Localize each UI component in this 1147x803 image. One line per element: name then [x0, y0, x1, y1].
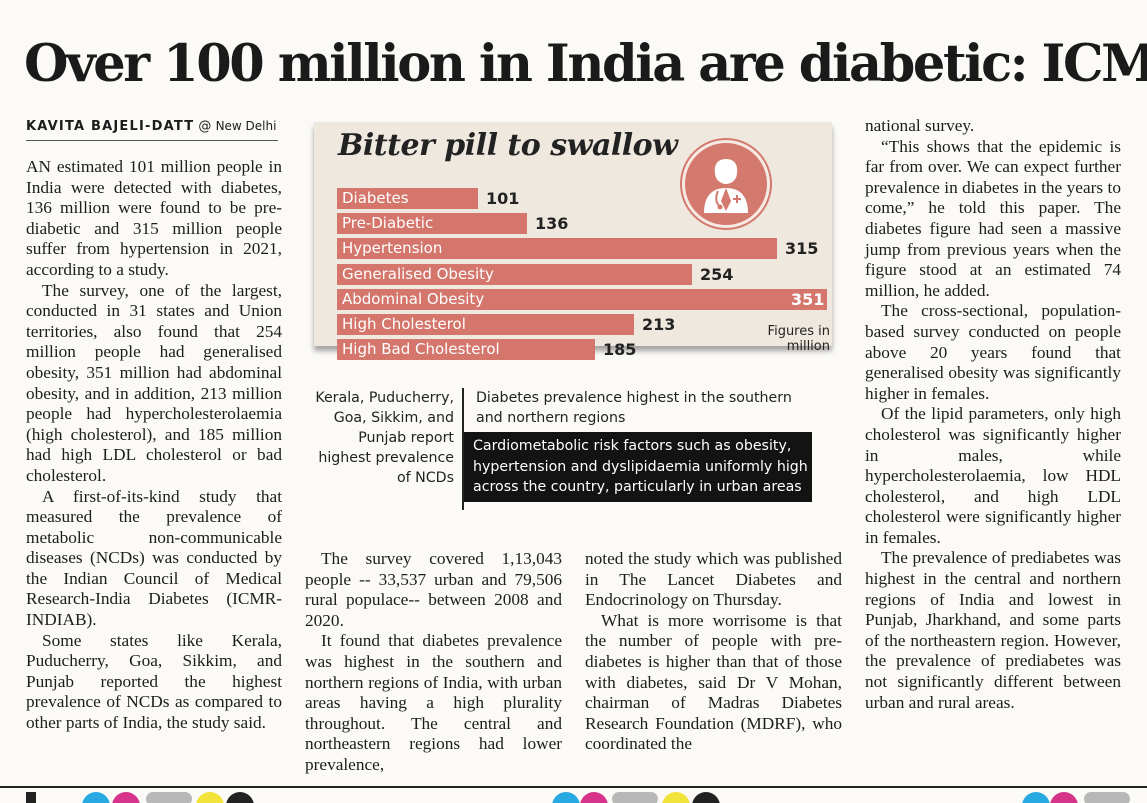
bar-label: Hypertension — [342, 239, 443, 257]
bar-value: 213 — [642, 315, 676, 334]
figures-note: Figures in million — [767, 324, 830, 354]
bar — [337, 289, 827, 310]
adjacent-page-edge — [1136, 40, 1147, 800]
bar — [337, 314, 634, 335]
paragraph: AN estimated 101 million people in India… — [26, 157, 282, 279]
byline-location: New Delhi — [215, 119, 277, 133]
byline-at: @ — [198, 119, 212, 134]
paragraph: It found that diabetes prevalence was hi… — [305, 631, 562, 774]
paragraph: Of the lipid parameters, only high chole… — [865, 404, 1121, 547]
bar-value: 315 — [785, 239, 819, 258]
article-column-1: AN estimated 101 million people in India… — [26, 157, 282, 734]
bar — [337, 339, 595, 360]
doctor-icon — [682, 140, 770, 228]
bar-label: Abdominal Obesity — [342, 290, 485, 308]
paragraph: noted the study which was published in T… — [585, 549, 842, 610]
bar-label: Pre-Diabetic — [342, 214, 434, 232]
paragraph: What is more worrisome is that the numbe… — [585, 610, 842, 754]
headline: Over 100 million in India are diabetic: … — [24, 34, 1147, 94]
print-color-marks — [26, 792, 1130, 803]
paragraph: national survey. — [865, 116, 975, 135]
risk-factors-note: Cardiometabolic risk factors such as obe… — [464, 432, 812, 502]
chart-title: Bitter pill to swallow — [338, 128, 678, 163]
paragraph: Some states like Kerala, Puducherry, Goa… — [26, 630, 282, 733]
paragraph: The survey, one of the largest, conducte… — [26, 280, 282, 485]
article-column-2: The survey covered 1,13,043 people -- 33… — [305, 549, 562, 776]
bar-value: 254 — [700, 265, 734, 284]
paragraph: The survey covered 1,13,043 people -- 33… — [305, 549, 562, 630]
bar-label: High Bad Cholesterol — [342, 340, 500, 358]
paragraph: The prevalence of prediabetes was highes… — [865, 548, 1121, 712]
bar-label: High Cholesterol — [342, 315, 466, 333]
region-note: Diabetes prevalence highest in the south… — [476, 390, 792, 426]
paragraph: “This shows that the epidemic is far fro… — [865, 136, 1121, 300]
article-column-4: national survey. “This shows that the ep… — [865, 116, 1121, 713]
bar — [337, 188, 478, 209]
paragraph: The cross-sectional, population-based su… — [865, 301, 1121, 403]
bar-label: Generalised Obesity — [342, 265, 494, 283]
page-rule — [0, 786, 1147, 788]
bar-chart: Bitter pill to swallow Diabetes 101 Pre-Di… — [314, 122, 832, 360]
bar — [337, 264, 692, 285]
divider — [462, 388, 464, 510]
bar-value: 101 — [486, 189, 520, 208]
bar — [337, 238, 777, 259]
byline-author: KAVITA BAJELI-DATT — [26, 119, 195, 134]
bar-value: 185 — [603, 340, 637, 359]
article-column-3: noted the study which was published in T… — [585, 549, 842, 755]
bar-value: 136 — [535, 214, 569, 233]
bar-label: Diabetes — [342, 189, 409, 207]
byline: KAVITA BAJELI-DATT @ New Delhi — [26, 119, 278, 141]
bar-value: 351 — [791, 290, 825, 309]
paragraph: A first-of-its-kind study that measured … — [26, 486, 282, 630]
infographic: Bitter pill to swallow Diabetes 101 Pre-Di… — [306, 122, 840, 514]
bar — [337, 213, 527, 234]
states-note: Kerala, Puducherry, Goa, Sikkim, and Pun… — [315, 390, 454, 486]
